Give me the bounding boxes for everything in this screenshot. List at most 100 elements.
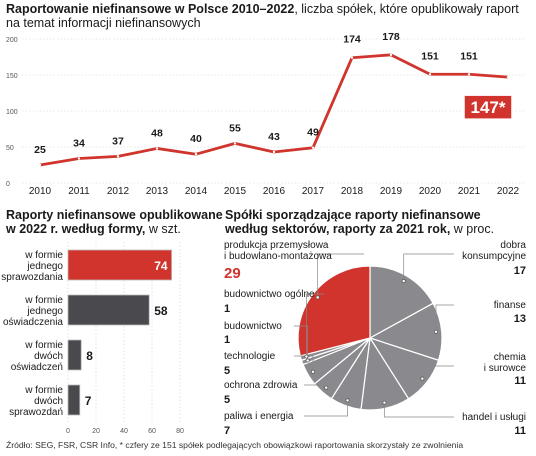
line-data-label: 178: [382, 31, 400, 43]
line-x-tick-label: 2014: [185, 186, 208, 197]
line-series: [38, 53, 510, 167]
line-x-tick-label: 2020: [419, 186, 442, 197]
bar-chart-title: Raporty niefinansowe opublikowane w 2022…: [6, 208, 223, 236]
line-point: [272, 150, 276, 154]
line-point: [116, 155, 120, 158]
line-x-tick-label: 2011: [68, 186, 90, 197]
bar-category-label: oświadczeń: [11, 362, 63, 373]
pie-value-label: 17: [514, 265, 526, 277]
line-data-label: 151: [421, 50, 439, 62]
title-line2: na temat informacji niefinansowych: [6, 16, 201, 30]
line-point: [155, 147, 159, 150]
title-bold: Raportowanie niefinansowe w Polsce 2010–…: [6, 2, 295, 16]
line-data-label: 34: [73, 138, 85, 150]
pie-value-label: 29: [224, 265, 241, 282]
pie-value-label: 11: [514, 375, 526, 387]
bar-value-label: 7: [85, 394, 92, 408]
pie-value-label: 1: [224, 303, 230, 315]
pie-leader-dot: [345, 398, 350, 403]
line-x-tick-label: 2010: [29, 186, 52, 197]
line-point: [467, 73, 471, 76]
pie-label: technologie: [224, 351, 276, 362]
pie-leader-line: [317, 253, 364, 298]
bar-title-bold: Raporty niefinansowe opublikowane: [6, 208, 223, 222]
line-highlight-box: [463, 94, 513, 120]
bar: [67, 294, 150, 326]
bar-category-label: jednego: [26, 306, 63, 317]
line-y-tick-label: 50: [6, 145, 14, 152]
pie-label: ochrona zdrowia: [224, 380, 298, 391]
line-series-path: [39, 53, 509, 167]
pie-label: produkcja przemysłowa: [224, 240, 329, 251]
line-point: [77, 157, 81, 160]
bar-category-label: w formie: [24, 385, 63, 396]
line-data-label: 25: [34, 144, 46, 156]
line-x-ticks: 2010 2011 2012 2013 2014 2015 2016 2017 2018 2019…: [29, 186, 520, 197]
bar-category-label: w formie: [24, 295, 63, 306]
pie-leader-dot: [420, 376, 425, 381]
pie-label: chemia: [494, 352, 527, 363]
line-y-tick-label: 150: [6, 73, 18, 80]
pie-leader-line: [403, 253, 454, 281]
bar-x-tick-label: 60: [148, 428, 156, 435]
pie-value-label: 1: [224, 334, 230, 346]
pie-label: paliwa i energia: [224, 411, 294, 422]
line-data-label: 49: [307, 127, 319, 139]
line-point: [506, 75, 510, 79]
pie-slice: [369, 265, 434, 340]
pie-leader-line: [306, 293, 324, 357]
line-data-labels: 25 34 37 48 40 55 43 49 174 178 151 151 147*: [34, 31, 513, 156]
pie-slice: [368, 302, 443, 362]
pie-label: budownictwo ogólne: [224, 289, 315, 300]
pie-leader-dot: [382, 400, 387, 405]
bar: [67, 384, 81, 416]
bar-category-label: w formie: [24, 250, 63, 261]
pie-leader-dot: [315, 295, 320, 300]
line-data-label: 55: [229, 122, 241, 134]
line-x-tick-label: 2021: [458, 186, 481, 197]
pie-chart-title: Spółki sporządzające raporty niefinansow…: [225, 208, 494, 236]
pie-leader-line: [304, 400, 348, 417]
pie-leader-dot: [401, 279, 406, 283]
pie-leader-line: [294, 355, 314, 372]
bar-category-label: dwóch: [34, 396, 63, 407]
bar-category-label: w formie: [24, 340, 63, 351]
bar-title-light: w szt.: [145, 222, 181, 236]
bar-value-label: 8: [86, 349, 93, 363]
pie-label: i surowce: [484, 363, 527, 374]
pie-label: i budowlano-montażowa: [224, 251, 332, 262]
page-title: Raportowanie niefinansowe w Polsce 2010–…: [6, 2, 526, 30]
footer-source: Źródło: SEG, FSR, CSR Info, * czfery ze …: [6, 440, 464, 450]
line-x-tick-label: 2019: [380, 186, 403, 197]
bar-x-ticks: 0 20 40 60 80: [66, 428, 184, 435]
bar-category-label: jednego: [26, 261, 63, 272]
line-point: [350, 56, 354, 59]
bar-x-tick-label: 20: [92, 428, 100, 435]
line-point: [38, 163, 42, 167]
line-y-tick-label: 0: [6, 181, 10, 188]
line-x-tick-label: 2013: [146, 186, 169, 197]
line-data-label: 40: [190, 133, 202, 145]
bar-marks: 74 58 8 7: [67, 249, 172, 416]
title-rest: , liczba spółek, które opublikowały rapo…: [294, 2, 519, 16]
line-data-label: 43: [268, 131, 280, 143]
line-data-label: 151: [460, 50, 478, 62]
line-x-tick-label: 2016: [263, 186, 286, 197]
line-y-ticks: 200 150 100 50 0: [6, 37, 18, 188]
line-x-tick-label: 2012: [107, 186, 130, 197]
pie-value-label: 11: [514, 425, 526, 437]
bar-value-label: 74: [154, 259, 168, 273]
pie-value-label: 7: [224, 425, 230, 437]
line-data-label: 37: [112, 135, 124, 147]
pie-leader-line: [421, 365, 454, 379]
line-point: [311, 146, 315, 149]
bar-category-label: oświadczenia: [3, 317, 63, 328]
line-x-tick-label: 2015: [224, 186, 247, 197]
bar-category-label: sprawozdania: [1, 272, 63, 283]
bar-category-label: dwóch: [34, 351, 63, 362]
line-point: [389, 53, 393, 57]
